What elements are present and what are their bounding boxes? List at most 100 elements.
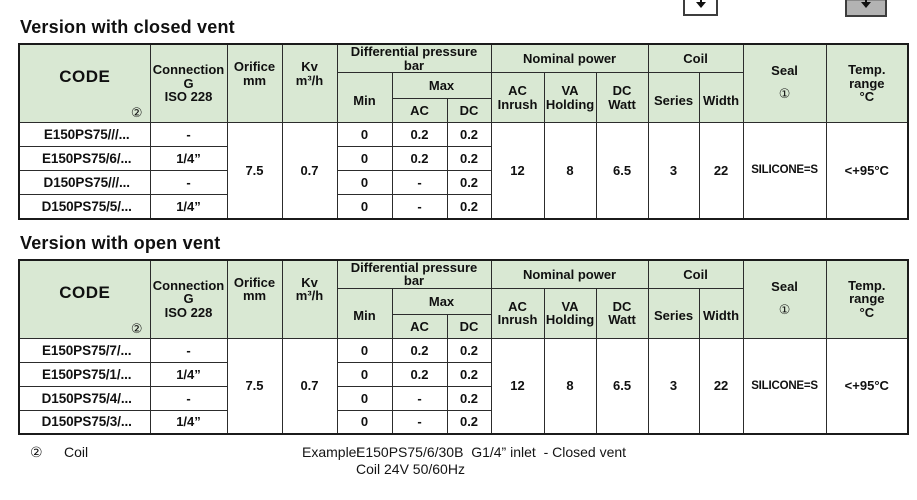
max-ac-cell: 0.2 <box>391 361 448 387</box>
table-row: E150PS75/6/... 1/4” 0 0.2 0.2 <box>18 146 908 171</box>
max-ac-cell: - <box>391 409 448 435</box>
footnote-2-symbol: ② <box>30 444 43 460</box>
down-arrow-icon <box>861 0 871 8</box>
ac-inrush-cell: 12 <box>490 337 545 435</box>
connection-cell: 1/4” <box>149 361 228 387</box>
ac-inrush-cell: 12 <box>490 122 545 219</box>
col-header-max: Max <box>391 72 492 99</box>
min-pressure-cell: 0 <box>336 122 393 147</box>
seal-cell: SILICONE=S <box>742 122 827 219</box>
min-pressure-cell: 0 <box>336 337 393 363</box>
col-header-coil: Coil <box>647 43 744 73</box>
col-header-nominal-power: Nominal power <box>490 43 649 73</box>
max-dc-cell: 0.2 <box>446 361 492 387</box>
col-header-kv: Kv m³/h <box>281 43 338 123</box>
max-ac-cell: - <box>391 170 448 195</box>
col-header-series: Series <box>647 72 700 123</box>
example-line-1: E150PS75/6/30B G1/4” inlet - Closed vent <box>356 444 627 460</box>
width-cell: 22 <box>698 337 744 435</box>
max-ac-cell: 0.2 <box>391 146 448 171</box>
col-header-coil: Coil <box>647 259 744 289</box>
example-label: Example: <box>302 444 361 460</box>
example-text: E150PS75/6/30B G1/4” inlet - Closed vent… <box>356 444 626 478</box>
col-header-va-holding: VA Holding <box>543 72 597 123</box>
max-dc-cell: 0.2 <box>446 194 492 219</box>
orifice-cell: 7.5 <box>226 122 283 219</box>
footnote-2-marker: ② <box>130 105 143 120</box>
min-pressure-cell: 0 <box>336 385 393 411</box>
table-row: D150PS75/3/... 1/4” 0 - 0.2 <box>18 409 908 435</box>
temp-range-cell: <+95°C <box>825 122 909 219</box>
connection-cell: 1/4” <box>149 409 228 435</box>
col-header-max-dc: DC <box>446 313 492 339</box>
kv-cell: 0.7 <box>281 122 338 219</box>
min-pressure-cell: 0 <box>336 361 393 387</box>
series-cell: 3 <box>647 122 700 219</box>
code-cell: E150PS75/6/... <box>18 146 151 171</box>
va-holding-cell: 8 <box>543 122 597 219</box>
connection-cell: 1/4” <box>149 146 228 171</box>
table-row: D150PS75/5/... 1/4” 0 - 0.2 <box>18 194 908 219</box>
open-vent-table: CODE ② Connection G ISO 228 Orifice mm Kv… <box>18 258 910 435</box>
code-cell: E150PS75/1/... <box>18 361 151 387</box>
width-cell: 22 <box>698 122 744 219</box>
footnote-area: ② Coil Example: E150PS75/6/30B G1/4” inl… <box>0 444 917 484</box>
code-cell: D150PS75/5/... <box>18 194 151 219</box>
max-ac-cell: - <box>391 194 448 219</box>
max-ac-cell: - <box>391 385 448 411</box>
down-arrow-icon <box>695 0 706 8</box>
col-header-dc-watt: DC Watt <box>595 287 649 339</box>
closed-vent-tank-icon <box>683 0 718 16</box>
code-cell: D150PS75/3/... <box>18 409 151 435</box>
col-header-temp-range: Temp. range °C <box>825 43 909 123</box>
footnote-2-marker: ② <box>130 320 143 336</box>
max-ac-cell: 0.2 <box>391 337 448 363</box>
col-header-temp-range: Temp. range °C <box>825 259 909 339</box>
series-cell: 3 <box>647 337 700 435</box>
col-header-max: Max <box>391 287 492 315</box>
max-dc-cell: 0.2 <box>446 146 492 171</box>
col-header-code: CODE ② <box>18 259 151 339</box>
max-dc-cell: 0.2 <box>446 122 492 147</box>
open-vent-tank-icon <box>845 0 887 17</box>
col-header-dc-watt: DC Watt <box>595 72 649 123</box>
code-cell: E150PS75///... <box>18 122 151 147</box>
col-header-ac-inrush: AC Inrush <box>490 72 545 123</box>
col-header-seal: Seal ① <box>742 259 827 339</box>
col-header-max-dc: DC <box>446 98 492 123</box>
connection-cell: - <box>149 122 228 147</box>
connection-cell: 1/4” <box>149 194 228 219</box>
col-header-orifice: Orifice mm <box>226 43 283 123</box>
col-header-ac-inrush: AC Inrush <box>490 287 545 339</box>
dc-watt-cell: 6.5 <box>595 337 649 435</box>
col-header-va-holding: VA Holding <box>543 287 597 339</box>
max-ac-cell: 0.2 <box>391 122 448 147</box>
example-line-2: Coil 24V 50/60Hz <box>356 461 465 477</box>
closed-vent-title: Version with closed vent <box>20 17 235 37</box>
col-header-diff-pressure: Differential pressure bar <box>336 43 492 73</box>
max-dc-cell: 0.2 <box>446 385 492 411</box>
connection-cell: - <box>149 170 228 195</box>
col-header-max-ac: AC <box>391 313 448 339</box>
col-header-code: CODE ② <box>18 43 151 123</box>
table-row: E150PS75///... - 7.5 0.7 0 0.2 0.2 12 8 … <box>18 122 909 219</box>
col-header-connection: Connection G ISO 228 <box>149 43 228 123</box>
closed-vent-table: CODE ② Connection G ISO 228 Orifice mm Kv… <box>18 43 910 220</box>
dc-watt-cell: 6.5 <box>595 122 649 219</box>
max-dc-cell: 0.2 <box>446 337 492 363</box>
min-pressure-cell: 0 <box>336 170 393 195</box>
va-holding-cell: 8 <box>543 337 597 435</box>
max-dc-cell: 0.2 <box>446 170 492 195</box>
col-header-series: Series <box>647 287 700 339</box>
footnote-1-marker: ① <box>778 301 791 317</box>
max-dc-cell: 0.2 <box>446 409 492 435</box>
footnote-2-label: Coil <box>64 444 89 460</box>
kv-cell: 0.7 <box>281 337 338 435</box>
connection-cell: - <box>149 337 228 363</box>
col-header-width: Width <box>698 287 744 339</box>
min-pressure-cell: 0 <box>336 194 393 219</box>
col-header-connection: Connection G ISO 228 <box>149 259 228 339</box>
col-header-kv: Kv m³/h <box>281 259 338 339</box>
col-header-width: Width <box>698 72 744 123</box>
